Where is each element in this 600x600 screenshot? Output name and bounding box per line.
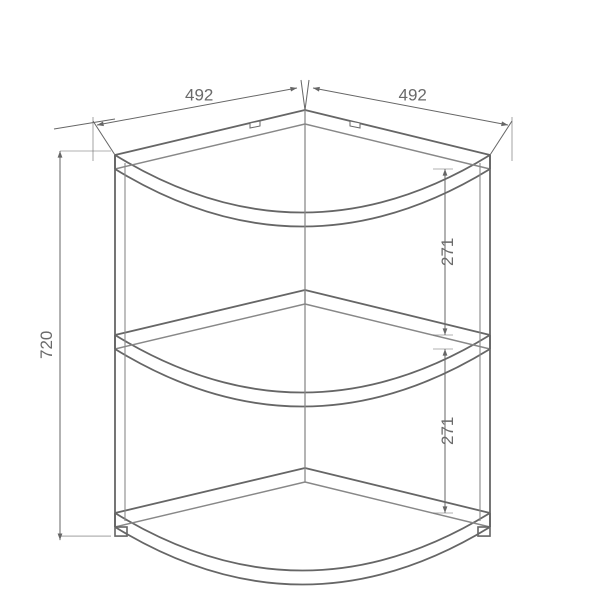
dim-width-left: 492 xyxy=(185,86,213,105)
dim-height: 720 xyxy=(37,331,56,359)
dim-width-right: 492 xyxy=(399,86,427,105)
dim-gap-lower: 271 xyxy=(438,417,457,445)
technical-drawing: 49249272027127170 xyxy=(0,0,600,600)
dim-gap-upper: 271 xyxy=(438,238,457,266)
